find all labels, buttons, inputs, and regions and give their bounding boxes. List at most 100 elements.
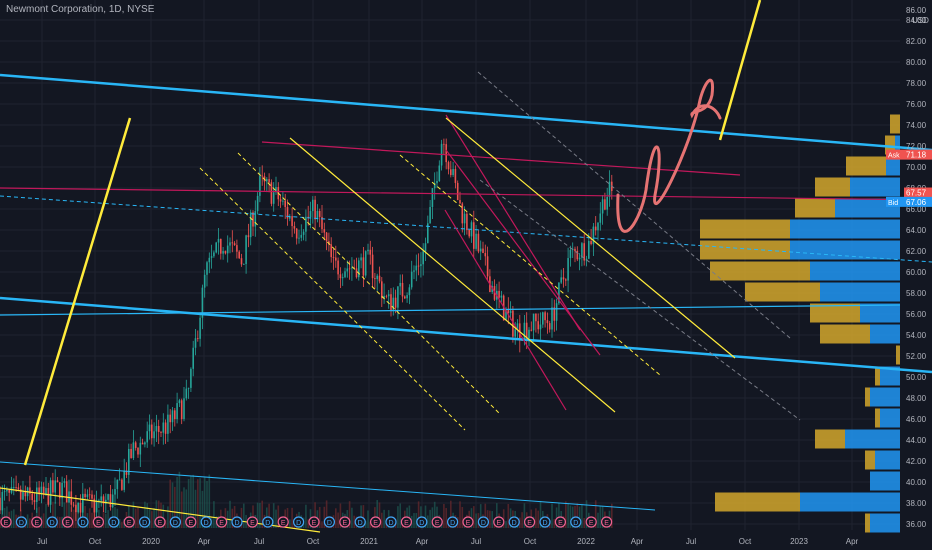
candle-body xyxy=(40,486,43,495)
candle-body xyxy=(461,203,464,224)
time-axis[interactable]: Jul Oct 2020 Apr Jul Oct 2021 Apr Jul Oct 2022 Apr J… xyxy=(37,537,859,546)
candle-body xyxy=(385,295,388,297)
volume-bar xyxy=(132,501,135,528)
vp-buy-bar xyxy=(820,282,900,302)
candle-body xyxy=(512,310,514,337)
x-tick-label: Apr xyxy=(416,537,429,546)
candle-body xyxy=(427,223,429,244)
candle-body xyxy=(367,249,369,252)
candle-body xyxy=(553,307,556,321)
volume-bar xyxy=(367,510,369,528)
vp-sell-bar xyxy=(700,240,790,260)
volume-bar xyxy=(164,519,167,528)
earnings-marker xyxy=(277,516,289,528)
volume-bar xyxy=(450,500,452,528)
vp-buy-bar xyxy=(850,177,900,197)
volume-bar xyxy=(535,508,537,528)
yellow-channel-b xyxy=(445,117,736,359)
candle-body xyxy=(180,400,183,420)
candle-body xyxy=(565,279,567,281)
volume-bar xyxy=(259,502,261,528)
candle-body xyxy=(197,338,199,340)
candle-body xyxy=(139,442,142,455)
candle-body xyxy=(514,329,516,337)
vp-sell-bar xyxy=(795,198,835,218)
vp-buy-bar xyxy=(790,219,900,239)
volume-bar xyxy=(10,510,13,528)
candle-body xyxy=(424,243,427,252)
candle-body xyxy=(381,281,383,299)
volume-bar xyxy=(26,514,29,528)
volume-bar xyxy=(167,506,169,528)
channel-upper-line xyxy=(0,73,932,152)
candle-body xyxy=(203,274,206,288)
candle-body xyxy=(450,169,452,176)
volume-bar xyxy=(539,500,542,528)
volume-bar xyxy=(54,502,56,528)
x-tick-label: Apr xyxy=(631,537,644,546)
candle-body xyxy=(233,243,236,246)
dividend-marker xyxy=(262,516,274,528)
candle-body xyxy=(111,494,114,508)
candle-body xyxy=(351,267,353,269)
vp-buy-bar xyxy=(835,198,900,218)
y-tick-label: 46.00 xyxy=(906,415,927,424)
candle-body xyxy=(422,251,424,265)
candle-body xyxy=(284,200,286,208)
vp-sell-bar xyxy=(745,282,820,302)
y-tick-label: 54.00 xyxy=(906,331,927,340)
volume-bar xyxy=(369,521,372,528)
volume-bar xyxy=(111,504,114,528)
dividend-marker xyxy=(77,516,89,528)
yellow-dashed-b xyxy=(237,152,501,415)
event-marker-label: D xyxy=(481,520,486,527)
dividend-marker xyxy=(416,516,428,528)
vp-sell-bar xyxy=(865,513,870,533)
candle-body xyxy=(530,329,533,331)
candle-body xyxy=(174,410,176,420)
volume-bar xyxy=(208,474,211,528)
earnings-marker xyxy=(185,516,197,528)
candle-body xyxy=(289,216,291,219)
axis-top-label: 86.00 xyxy=(906,6,927,15)
event-marker-label: E xyxy=(589,520,594,527)
candle-body xyxy=(252,212,254,227)
candle-body xyxy=(91,494,93,499)
candle-body xyxy=(325,232,328,242)
earnings-marker xyxy=(370,516,382,528)
x-tick-label: Apr xyxy=(198,537,211,546)
candle-body xyxy=(114,489,116,495)
event-marker-label: D xyxy=(296,520,301,527)
volume-bar xyxy=(578,506,581,528)
candle-body xyxy=(528,329,530,339)
x-tick-label: Jul xyxy=(37,537,47,546)
candle-body xyxy=(226,245,229,254)
dividend-marker xyxy=(293,516,305,528)
candle-body xyxy=(404,296,406,299)
candle-body xyxy=(24,491,27,497)
candle-body xyxy=(164,422,167,434)
candle-body xyxy=(236,245,238,252)
volume-bar xyxy=(594,500,597,528)
candle-body xyxy=(392,297,395,311)
volume-bar xyxy=(206,480,208,528)
candle-body xyxy=(6,489,8,492)
candle-body xyxy=(604,199,606,210)
candle-body xyxy=(167,414,169,434)
vp-buy-bar xyxy=(810,261,900,281)
volume-bar xyxy=(364,521,367,528)
candle-body xyxy=(15,487,17,488)
candle-body xyxy=(153,431,155,439)
candle-body xyxy=(307,216,309,218)
volume-bar xyxy=(461,506,464,528)
ask-price-bg xyxy=(904,149,932,160)
candle-body xyxy=(199,317,201,339)
event-marker-label: E xyxy=(373,520,378,527)
candle-body xyxy=(447,162,450,170)
pink-channel-b xyxy=(445,149,601,356)
event-marker-label: D xyxy=(50,520,55,527)
ask-price: 71.18 xyxy=(906,151,927,160)
candle-body xyxy=(539,324,542,330)
volume-bar xyxy=(272,503,275,528)
